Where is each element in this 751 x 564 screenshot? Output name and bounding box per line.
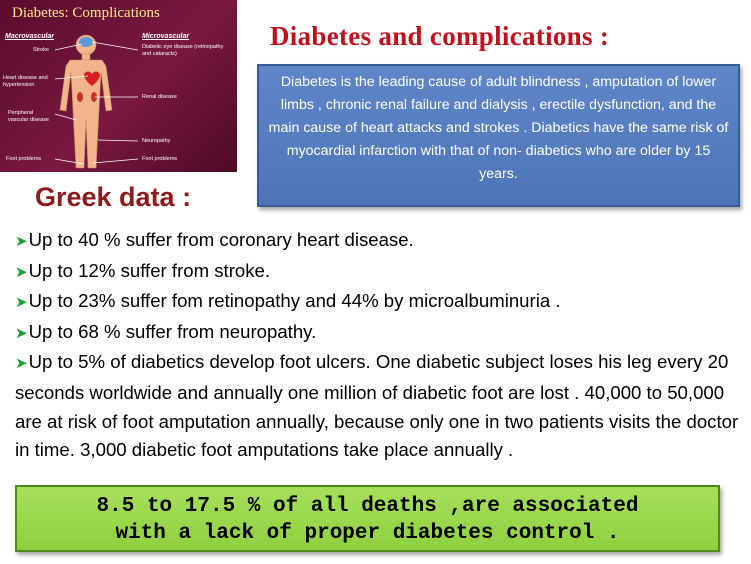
macrovascular-heading: Macrovascular (5, 33, 55, 40)
kidney-icon (77, 92, 83, 102)
figure-label-foot-problems-left: Foot problems (6, 156, 42, 162)
figure-label-neuropathy: Neuropathy (142, 138, 171, 144)
list-item: ➤Up to 68 % suffer from neuropathy. (15, 320, 317, 342)
complications-figure: Diabetes: Complications Macrovascular Mi… (0, 0, 237, 172)
list-item: ➤Up to 23% suffer fom retinopathy and 44… (15, 290, 561, 312)
list-item: ➤Up to 12% suffer from stroke. (15, 259, 271, 281)
figure-label-stroke: Stroke (33, 47, 49, 53)
arrow-bullet-icon: ➤ (15, 263, 28, 281)
brain-icon (79, 37, 93, 47)
summary-line-2: with a lack of proper diabetes control . (115, 522, 620, 545)
heart-icon (84, 71, 100, 86)
bullet-list: ➤Up to 40 % suffer from coronary heart d… (15, 226, 745, 465)
kidney-icon (91, 92, 97, 102)
page-title: Diabetes and complications : (270, 21, 610, 51)
arrow-bullet-icon: ➤ (15, 294, 28, 312)
list-item: ➤Up to 40 % suffer from coronary heart d… (15, 229, 414, 250)
greek-data-heading: Greek data : (35, 182, 192, 212)
info-box: Diabetes is the leading cause of adult b… (257, 64, 740, 207)
figure-label-heart-disease: Heart disease and hypertension (3, 75, 48, 88)
arrow-bullet-icon: ➤ (15, 324, 28, 342)
figure-label-peripheral-vascular: Peripheral vascular disease (8, 110, 49, 123)
microvascular-heading: Microvascular (142, 33, 190, 40)
figure-label-eye-disease: Diabetic eye disease (retinopathy and ca… (142, 44, 224, 57)
figure-title: Diabetes: Complications (12, 5, 160, 21)
arrow-bullet-icon: ➤ (15, 233, 28, 250)
list-item: ➤Up to 5% of diabetics develop foot ulce… (15, 351, 739, 461)
figure-label-foot-problems-right: Foot problems (142, 156, 178, 162)
arrow-bullet-icon: ➤ (15, 355, 28, 373)
figure-label-renal-disease: Renal disease (142, 94, 177, 100)
human-body-illustration (54, 34, 139, 169)
summary-line-1: 8.5 to 17.5 % of all deaths ,are associa… (96, 495, 639, 518)
info-text: Diabetes is the leading cause of adult b… (268, 74, 729, 182)
summary-box: 8.5 to 17.5 % of all deaths ,are associa… (15, 485, 720, 552)
